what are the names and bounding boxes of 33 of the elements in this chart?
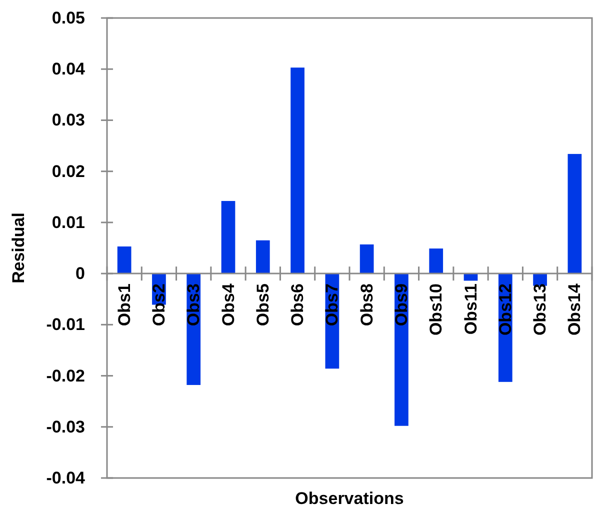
x-axis-title: Observations — [295, 489, 404, 508]
y-tick-label: 0.05 — [52, 8, 85, 28]
y-axis-title: Residual — [9, 212, 28, 284]
bar — [256, 240, 270, 274]
x-tick-label: Obs10 — [426, 284, 446, 336]
x-tick-label: Obs3 — [184, 284, 204, 326]
x-tick-label: Obs9 — [392, 284, 411, 326]
y-tick-label: 0.03 — [52, 110, 85, 130]
y-tick-label: 0.01 — [52, 212, 85, 232]
bar — [568, 154, 582, 274]
y-tick-label: 0 — [76, 264, 85, 284]
x-tick-label: Obs1 — [114, 284, 134, 326]
bar — [221, 200, 236, 274]
x-tick-label: Obs8 — [357, 284, 376, 326]
bar — [117, 246, 132, 274]
y-tick-label: 0.02 — [52, 162, 85, 181]
x-tick-label: Obs7 — [322, 284, 342, 326]
x-tick-label: Obs11 — [461, 284, 480, 335]
x-tick-label: Obs5 — [253, 284, 272, 326]
x-tick-label: Obs4 — [218, 283, 238, 326]
x-tick-label: Obs6 — [288, 284, 308, 326]
x-tick-label: Obs12 — [496, 284, 515, 336]
y-tick-label: -0.02 — [46, 366, 85, 386]
y-tick-label: -0.04 — [46, 468, 86, 488]
x-tick-label: Obs14 — [565, 283, 584, 336]
y-tick-label: -0.03 — [46, 417, 85, 436]
y-tick-label: -0.01 — [46, 315, 85, 334]
bar — [429, 248, 444, 274]
x-tick-label: Obs13 — [530, 284, 550, 336]
x-tick-label: Obs2 — [149, 284, 168, 326]
bar — [290, 68, 304, 274]
y-tick-label: 0.04 — [52, 60, 86, 79]
bar — [360, 244, 374, 274]
